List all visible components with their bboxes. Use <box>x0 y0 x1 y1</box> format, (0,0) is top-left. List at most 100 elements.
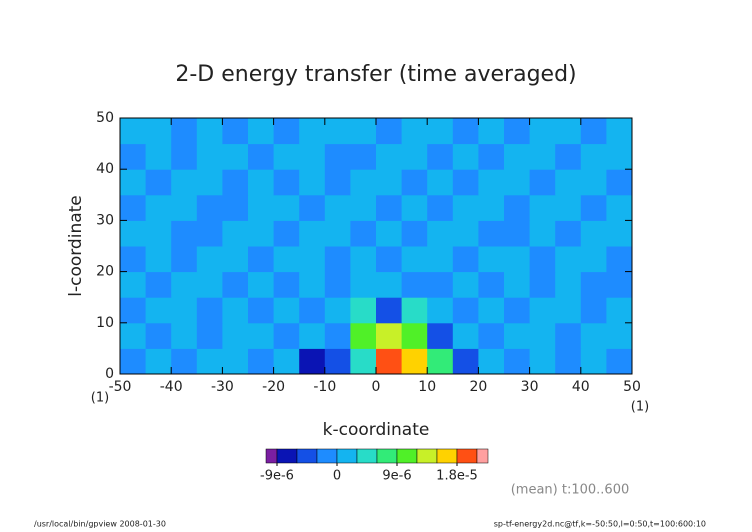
field-cell <box>273 348 300 375</box>
field-cell <box>580 118 607 145</box>
field-cell <box>145 246 172 273</box>
field-cell <box>452 169 479 196</box>
field-cell <box>376 118 403 145</box>
field-cell <box>529 271 556 298</box>
field-cell <box>452 194 479 221</box>
field-cell <box>222 297 249 324</box>
field-cell <box>222 348 249 375</box>
field-cell <box>273 271 300 298</box>
field-cell <box>299 348 326 375</box>
field-cell <box>606 143 633 170</box>
field-cell <box>196 118 223 145</box>
colorbar-tick-label: 0 <box>333 469 341 484</box>
x-tick-label: 20 <box>469 379 487 395</box>
field-cell <box>222 322 249 349</box>
field-cell <box>196 169 223 196</box>
field-cell <box>196 143 223 170</box>
field-cell <box>120 271 147 298</box>
field-cell <box>299 297 326 324</box>
field-cell <box>606 118 633 145</box>
field-cell <box>145 169 172 196</box>
x-axis-label: k-coordinate <box>323 420 430 440</box>
field-cell <box>401 271 428 298</box>
colorbar-box <box>416 448 438 464</box>
x-units: (1) <box>631 400 649 415</box>
field-cell <box>299 220 326 247</box>
colorbar-box <box>316 448 338 464</box>
colorbar-box <box>376 448 398 464</box>
field-cell <box>273 194 300 221</box>
field-cell <box>606 348 633 375</box>
field-cell <box>529 118 556 145</box>
x-tick-label: -50 <box>109 379 132 395</box>
field-cell <box>120 322 147 349</box>
field-cell <box>376 143 403 170</box>
field-cell <box>606 169 633 196</box>
field-cell <box>299 194 326 221</box>
field-cell <box>324 348 351 375</box>
x-tick-label: 0 <box>372 379 381 395</box>
field-cell <box>299 143 326 170</box>
field-cell <box>452 246 479 273</box>
field-cell <box>145 271 172 298</box>
field-cell <box>324 297 351 324</box>
field-cell <box>273 246 300 273</box>
field-cell <box>376 194 403 221</box>
field-cell <box>376 297 403 324</box>
field-cell <box>222 271 249 298</box>
field-cell <box>324 169 351 196</box>
field-cell <box>145 194 172 221</box>
chart-title: 2-D energy transfer (time averaged) <box>175 62 576 87</box>
field-cell <box>324 118 351 145</box>
field-cell <box>478 348 505 375</box>
field-cell <box>376 246 403 273</box>
field-cell <box>273 118 300 145</box>
footer-left: /usr/local/bin/gpview 2008-01-30 <box>34 520 166 529</box>
field-cell <box>580 194 607 221</box>
field-cell <box>248 143 275 170</box>
field-cell <box>273 322 300 349</box>
field-cell <box>529 194 556 221</box>
colorbar-tick-label: 1.8e-5 <box>436 469 478 484</box>
field-cell <box>299 322 326 349</box>
field-cell <box>478 271 505 298</box>
field-cell <box>350 246 377 273</box>
field-cell <box>171 118 198 145</box>
x-tick-label: -30 <box>211 379 234 395</box>
field-cell <box>478 143 505 170</box>
field-cell <box>196 297 223 324</box>
field-cell <box>248 322 275 349</box>
field-cell <box>248 348 275 375</box>
field-cell <box>376 322 403 349</box>
field-cell <box>248 271 275 298</box>
field-cell <box>452 297 479 324</box>
field-cell <box>299 246 326 273</box>
field-cell <box>452 118 479 145</box>
field-cell <box>145 297 172 324</box>
field-cell <box>555 348 582 375</box>
field-cell <box>555 322 582 349</box>
field-cell <box>273 143 300 170</box>
colorbar-box <box>396 448 418 464</box>
field-cell <box>529 246 556 273</box>
field-cell <box>171 348 198 375</box>
field-cell <box>196 246 223 273</box>
colorbar-tick-label: -9e-6 <box>260 469 294 484</box>
field-cell <box>427 322 454 349</box>
y-tick-label: 20 <box>96 264 114 280</box>
field-cell <box>120 118 147 145</box>
field-cell <box>427 220 454 247</box>
x-tick-label: -10 <box>313 379 336 395</box>
field-cell <box>606 246 633 273</box>
field-cell <box>248 169 275 196</box>
field-cell <box>145 118 172 145</box>
x-tick-label: 30 <box>521 379 539 395</box>
field-cell <box>350 143 377 170</box>
field-cell <box>555 169 582 196</box>
field-cell <box>196 194 223 221</box>
field-cell <box>555 118 582 145</box>
footer-right: sp-tf-energy2d.nc@tf,k=-50:50,l=0:50,t=1… <box>494 520 706 529</box>
field-cell <box>248 118 275 145</box>
field-cell <box>504 169 531 196</box>
field-cell <box>273 220 300 247</box>
